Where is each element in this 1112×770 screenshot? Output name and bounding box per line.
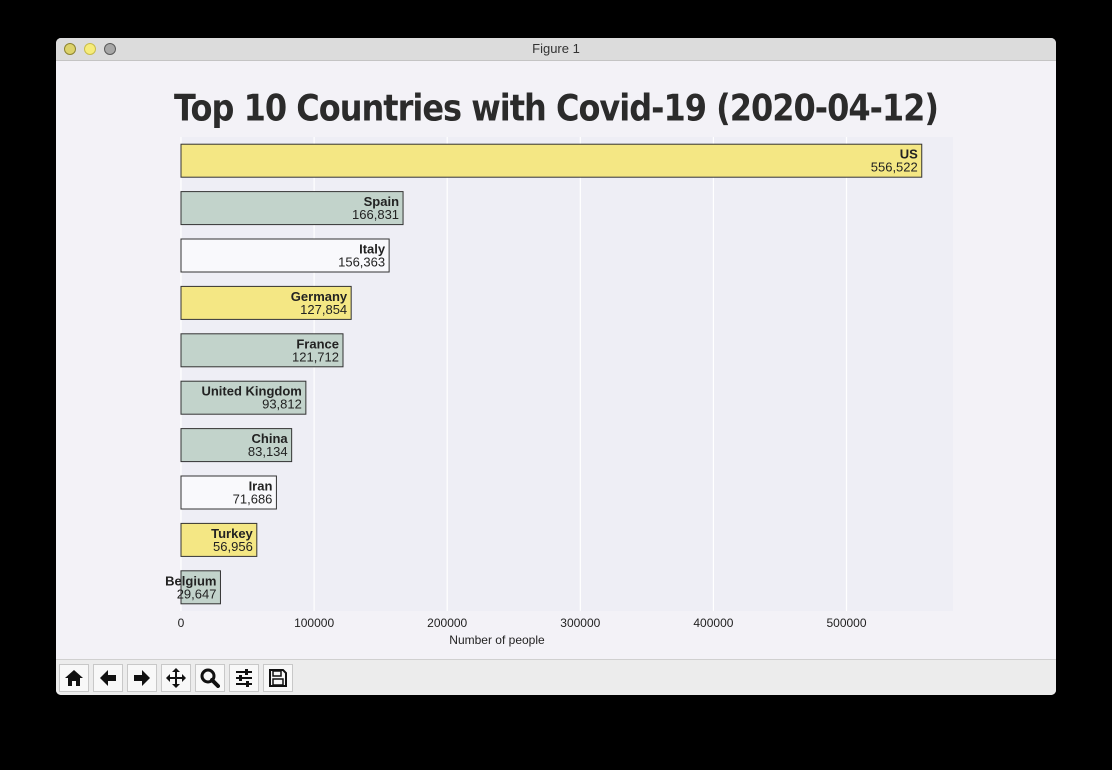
bar-category-label: Germany	[291, 289, 348, 304]
bar-category-label: United Kingdom	[201, 384, 301, 399]
bar-value-label: 83,134	[248, 444, 288, 459]
bar	[180, 285, 352, 320]
figure-window: Figure 1 Top 10 Countries with Covid-19 …	[56, 38, 1056, 695]
bar-value-label: 166,831	[352, 207, 399, 222]
bar	[180, 475, 277, 510]
figure-canvas: Top 10 Countries with Covid-19 (2020-04-…	[56, 61, 1056, 659]
configure-subplots-icon	[236, 669, 252, 687]
bar-value-label: 156,363	[338, 255, 385, 270]
bar-value-label: 29,647	[177, 586, 217, 601]
bar	[180, 191, 404, 226]
x-tick-label: 500000	[826, 616, 866, 630]
bar-category-label: Spain	[364, 194, 399, 209]
save-icon	[269, 669, 287, 687]
bar-value-label: 121,712	[292, 349, 339, 364]
home-icon	[65, 670, 83, 686]
back-button[interactable]	[93, 664, 123, 692]
x-tick-label: 200000	[427, 616, 467, 630]
forward-button[interactable]	[127, 664, 157, 692]
home-button[interactable]	[59, 664, 89, 692]
zoom-button[interactable]	[195, 664, 225, 692]
title-bar: Figure 1	[56, 38, 1056, 61]
close-window-button[interactable]	[64, 43, 76, 55]
pan-button[interactable]	[161, 664, 191, 692]
bar-category-label: France	[296, 336, 339, 351]
bar-category-label: US	[900, 147, 918, 162]
bar-category-label: Italy	[359, 242, 386, 257]
zoom-magnifier-icon	[200, 668, 220, 688]
bar	[180, 238, 390, 273]
bar-category-label: Turkey	[211, 526, 253, 541]
bar-value-label: 71,686	[233, 492, 273, 507]
bar-value-label: 127,854	[300, 302, 347, 317]
save-button[interactable]	[263, 664, 293, 692]
x-tick-label: 400000	[693, 616, 733, 630]
chart-title: Top 10 Countries with Covid-19 (2020-04-…	[173, 86, 939, 130]
forward-arrow-icon	[134, 670, 150, 686]
back-arrow-icon	[100, 670, 116, 686]
bar-category-label: Belgium	[165, 573, 216, 588]
bar	[180, 522, 258, 557]
bar-category-label: Iran	[249, 479, 273, 494]
x-axis-label: Number of people	[449, 633, 545, 647]
bar	[180, 570, 221, 605]
configure-subplots-button[interactable]	[229, 664, 259, 692]
navigation-toolbar	[56, 659, 1056, 695]
x-tick-label: 300000	[560, 616, 600, 630]
bar	[180, 143, 923, 178]
minimize-window-button[interactable]	[84, 43, 96, 55]
zoom-window-button[interactable]	[104, 43, 116, 55]
x-tick-label: 100000	[294, 616, 334, 630]
bar	[180, 380, 307, 415]
pan-move-icon	[166, 668, 186, 688]
bar-value-label: 56,956	[213, 539, 253, 554]
bar-value-label: 93,812	[262, 397, 302, 412]
x-tick-label: 0	[178, 616, 185, 630]
bar-category-label: China	[252, 431, 289, 446]
bar-value-label: 556,522	[871, 160, 918, 175]
window-title: Figure 1	[532, 41, 580, 56]
bar	[180, 428, 293, 463]
bar	[180, 333, 344, 368]
